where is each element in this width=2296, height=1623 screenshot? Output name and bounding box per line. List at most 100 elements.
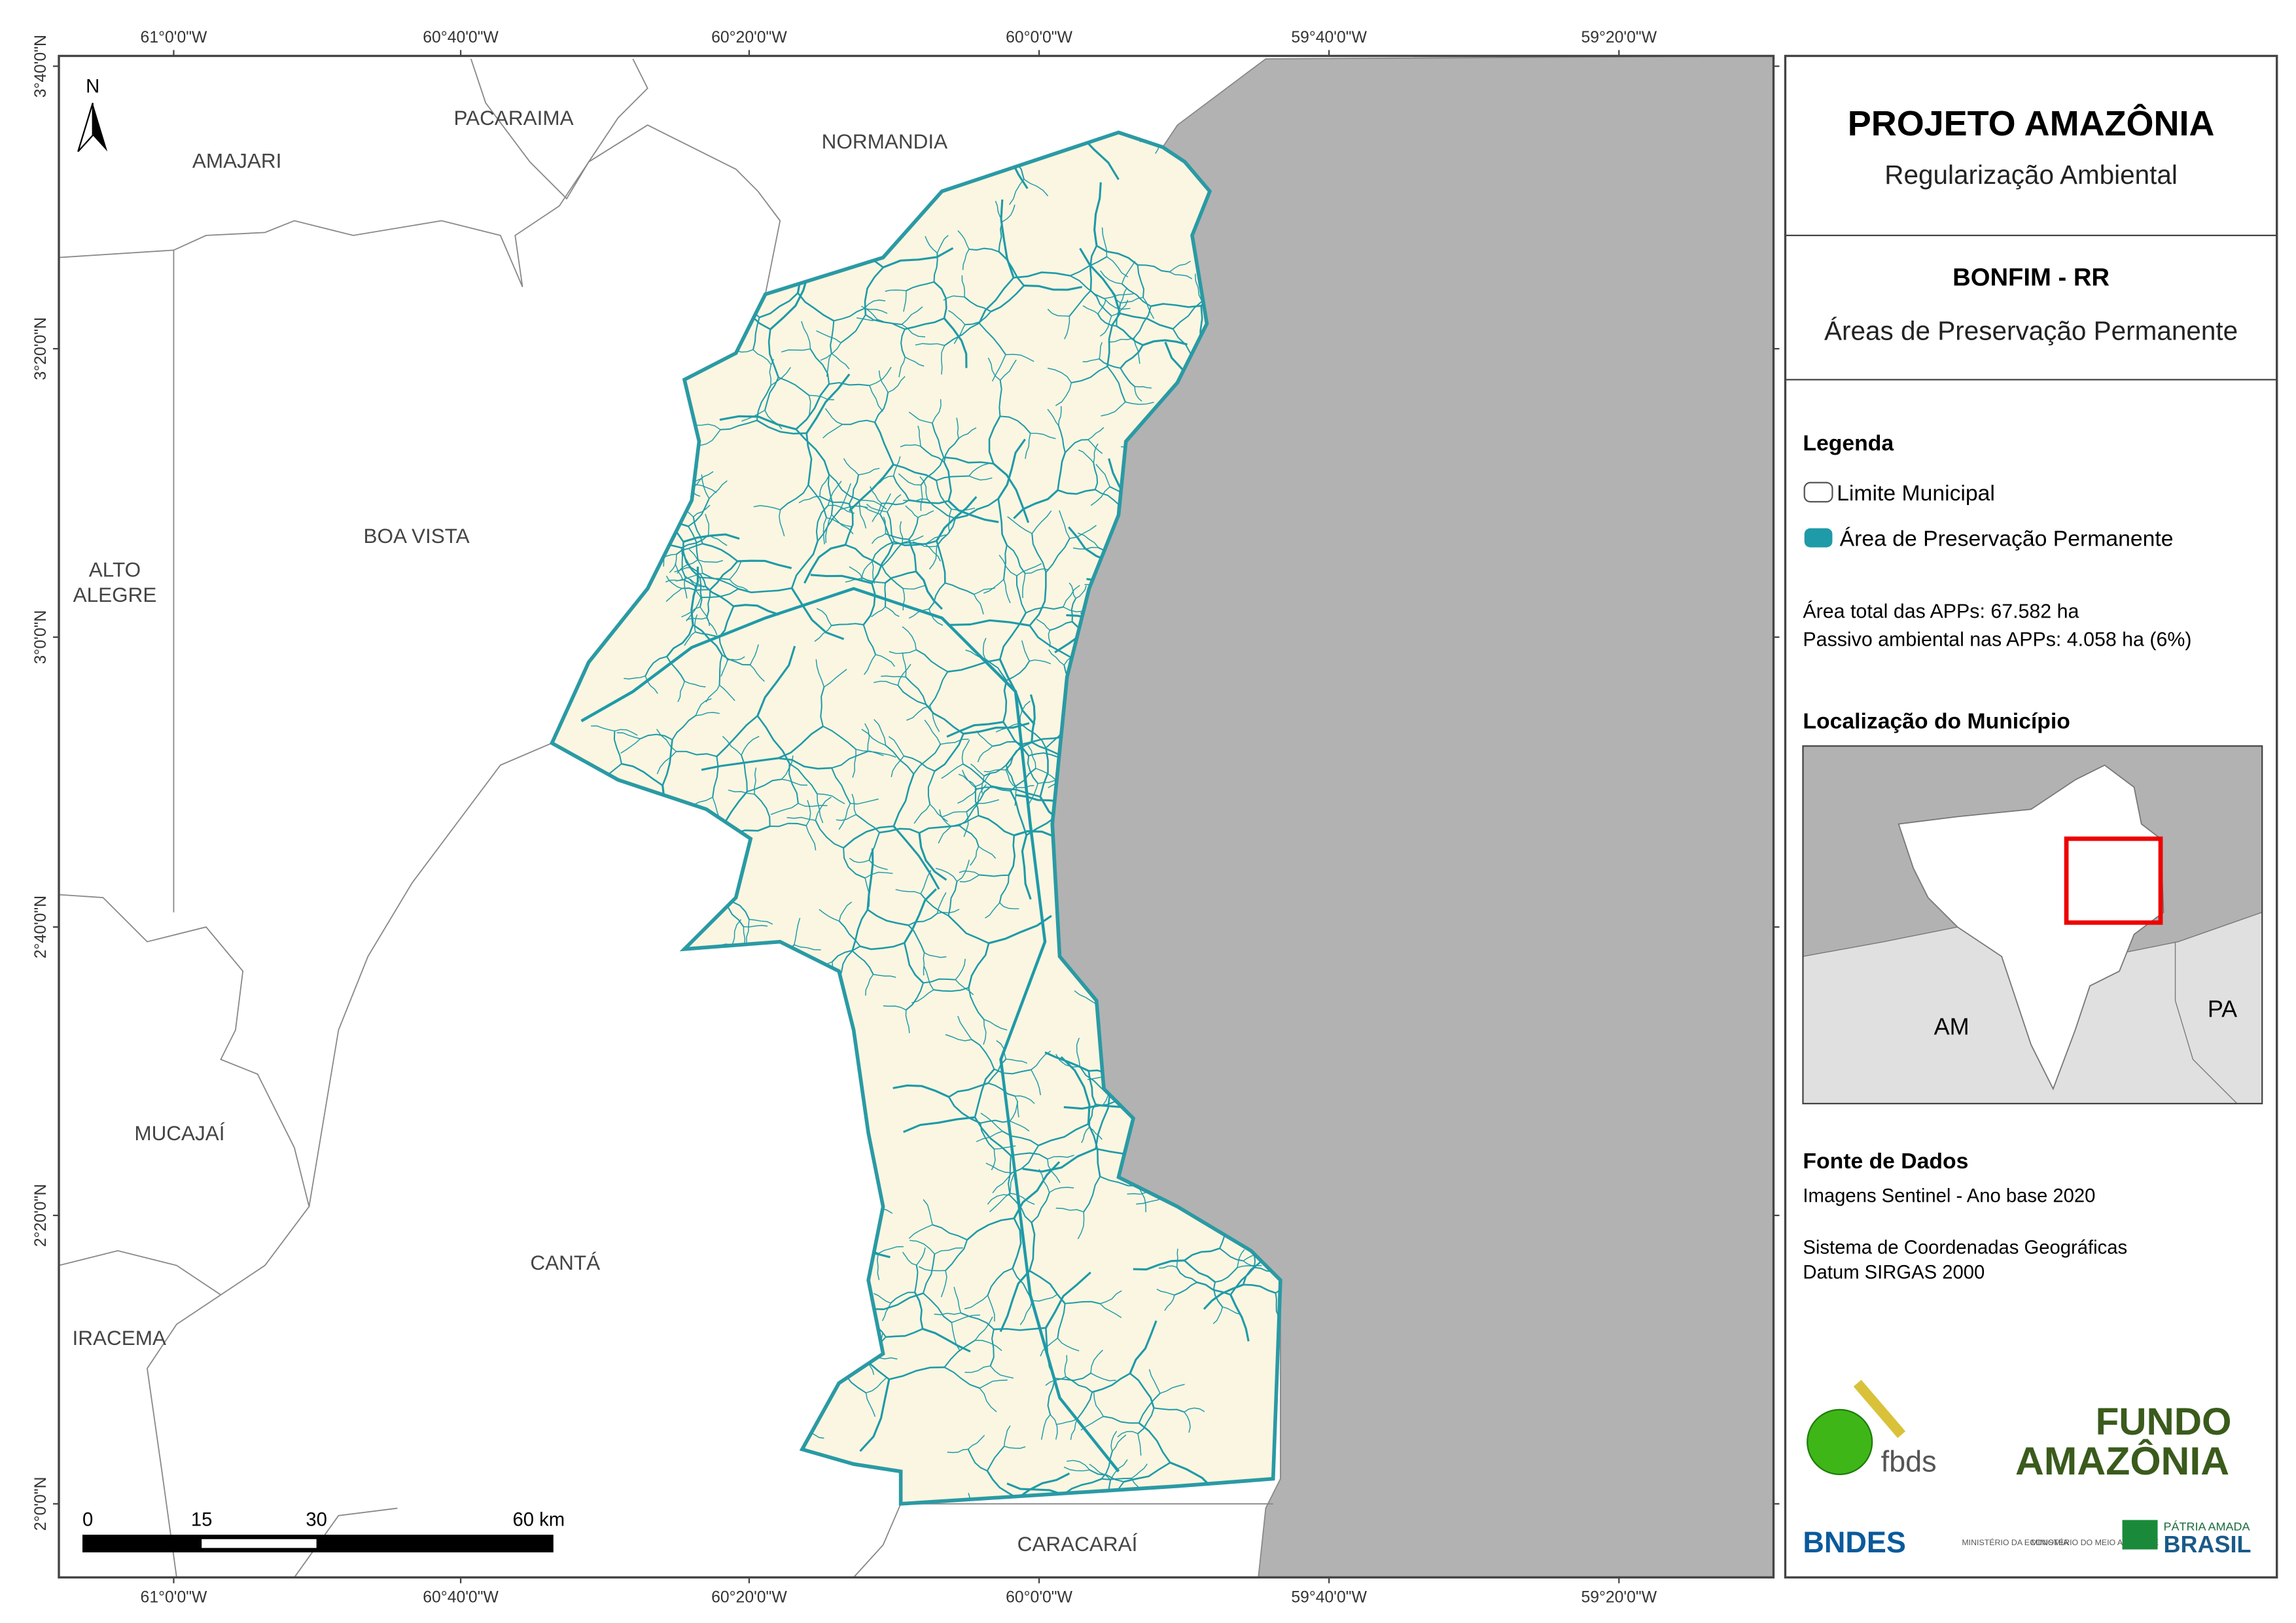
river xyxy=(675,572,703,582)
river xyxy=(1120,312,1174,330)
river xyxy=(1076,1038,1081,1067)
river xyxy=(777,757,832,770)
river xyxy=(988,415,1001,464)
river xyxy=(845,544,883,567)
river xyxy=(920,869,932,894)
river xyxy=(1017,1473,1070,1499)
river xyxy=(1106,313,1121,367)
river xyxy=(885,533,910,540)
river xyxy=(1133,338,1140,364)
river xyxy=(970,763,985,777)
river xyxy=(688,549,703,574)
river xyxy=(894,540,937,546)
river xyxy=(720,659,728,677)
river xyxy=(1063,585,1080,608)
scale-label: 15 xyxy=(191,1510,213,1531)
river xyxy=(989,1193,1010,1213)
river xyxy=(961,14,968,39)
river xyxy=(820,686,825,727)
map-frame xyxy=(58,54,1775,1579)
river xyxy=(1055,382,1072,406)
river xyxy=(947,915,989,944)
graticule-labels: 61°0'0"W 61°0'0"W 60°40'0"W 60°40'0"W 60°20'… xyxy=(32,29,1780,1607)
logos: fbds FUNDO AMAZÔNIA BNDES MINISTÉRIO DA … xyxy=(1803,1380,2251,1559)
river xyxy=(899,521,904,544)
river xyxy=(718,637,728,661)
river xyxy=(1070,256,1108,277)
river xyxy=(684,680,706,688)
river xyxy=(1090,1350,1103,1374)
river xyxy=(903,1116,976,1133)
river xyxy=(1194,273,1203,302)
lat-label: 3°0'0"N xyxy=(32,610,50,665)
river xyxy=(1095,1094,1111,1149)
river xyxy=(866,848,874,910)
river xyxy=(939,809,951,828)
river xyxy=(997,498,1008,546)
stat: Passivo ambiental nas APPs: 4.058 ha (6%… xyxy=(1803,629,2191,650)
river xyxy=(1021,735,1065,745)
river xyxy=(843,825,894,849)
river xyxy=(690,567,707,587)
river xyxy=(1089,245,1098,291)
river xyxy=(990,1365,1014,1379)
river xyxy=(980,1119,1010,1124)
river xyxy=(860,942,905,951)
river xyxy=(1047,409,1059,427)
municipality-label: CARACARAÍ xyxy=(1017,1532,1138,1556)
river xyxy=(1027,756,1039,784)
river xyxy=(961,1312,995,1330)
river xyxy=(699,577,703,608)
river xyxy=(822,725,857,750)
river xyxy=(1053,0,1070,12)
river xyxy=(961,275,965,297)
river xyxy=(963,763,992,787)
river xyxy=(597,1612,618,1623)
river xyxy=(737,559,792,569)
river xyxy=(836,814,857,821)
river xyxy=(764,377,779,411)
river xyxy=(573,1577,581,1604)
river xyxy=(1035,767,1057,782)
river xyxy=(891,756,904,778)
river xyxy=(904,357,925,367)
river xyxy=(1106,366,1126,402)
river xyxy=(1081,1126,1090,1143)
river xyxy=(958,427,977,439)
river xyxy=(979,1379,1008,1389)
river xyxy=(905,1009,910,1034)
river xyxy=(936,892,947,914)
river xyxy=(922,1327,971,1353)
river xyxy=(1064,1355,1068,1377)
river xyxy=(929,803,948,822)
river xyxy=(1023,179,1049,197)
logo-text: PÁTRIA AMADA xyxy=(2164,1520,2250,1533)
river xyxy=(820,342,841,361)
river xyxy=(817,509,841,542)
river xyxy=(885,1328,923,1338)
river xyxy=(1145,1585,1163,1616)
river xyxy=(1093,182,1102,246)
river xyxy=(851,794,857,815)
river xyxy=(817,794,824,824)
river xyxy=(794,944,821,951)
river xyxy=(779,510,785,536)
river xyxy=(798,495,820,504)
river xyxy=(885,289,907,292)
river xyxy=(936,475,970,481)
river xyxy=(838,803,851,830)
river xyxy=(1129,1320,1157,1374)
river xyxy=(864,654,876,675)
river xyxy=(903,888,937,944)
river xyxy=(1103,1416,1139,1424)
river xyxy=(968,247,999,253)
source-line: Imagens Sentinel - Ano base 2020 xyxy=(1803,1186,2095,1207)
river xyxy=(618,1612,641,1623)
river xyxy=(1099,1176,1138,1187)
river xyxy=(1194,35,1205,53)
river xyxy=(1229,1266,1255,1295)
river xyxy=(1055,1208,1084,1213)
river xyxy=(940,345,945,375)
river xyxy=(769,273,809,330)
river xyxy=(998,555,1017,576)
